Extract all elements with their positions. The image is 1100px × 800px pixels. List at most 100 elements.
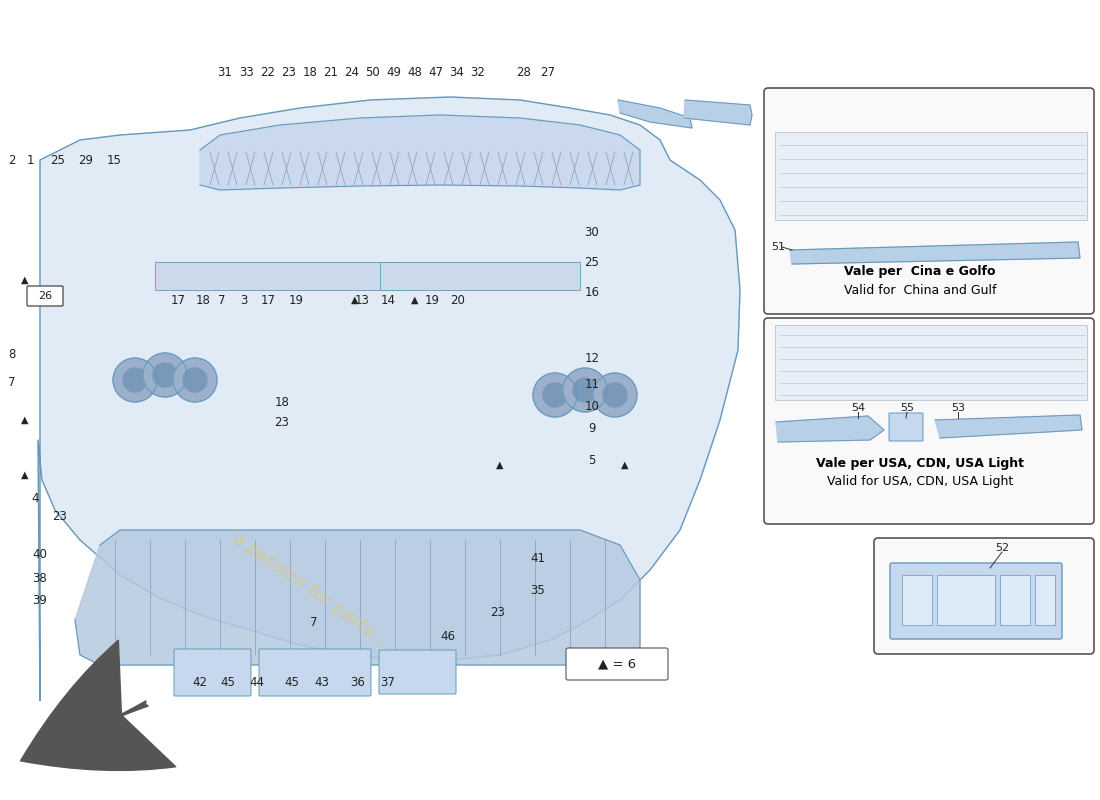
Text: 45: 45	[285, 675, 299, 689]
Text: 54: 54	[851, 403, 865, 413]
Text: 23: 23	[275, 415, 289, 429]
Text: 32: 32	[471, 66, 485, 78]
Circle shape	[173, 358, 217, 402]
Text: 50: 50	[365, 66, 381, 78]
Text: 33: 33	[240, 66, 254, 78]
Bar	[155, 262, 405, 290]
Polygon shape	[790, 242, 1080, 264]
Text: 11: 11	[584, 378, 600, 390]
Circle shape	[534, 373, 578, 417]
Text: ▲: ▲	[621, 460, 629, 470]
Text: 19: 19	[288, 294, 304, 306]
Text: 51: 51	[771, 242, 785, 252]
Text: 3: 3	[240, 294, 248, 306]
Text: ▲: ▲	[21, 275, 29, 285]
Text: 42: 42	[192, 675, 208, 689]
Text: 37: 37	[381, 675, 395, 689]
Bar	[1000, 575, 1030, 625]
FancyBboxPatch shape	[764, 88, 1094, 314]
Text: 16: 16	[584, 286, 600, 298]
FancyBboxPatch shape	[258, 649, 371, 696]
Text: 22: 22	[261, 66, 275, 78]
Text: 18: 18	[275, 395, 289, 409]
FancyBboxPatch shape	[566, 648, 668, 680]
FancyBboxPatch shape	[28, 286, 63, 306]
Text: 13: 13	[354, 294, 370, 306]
Text: 9: 9	[588, 422, 596, 434]
Circle shape	[143, 353, 187, 397]
Text: 45: 45	[221, 675, 235, 689]
Text: 26: 26	[37, 291, 52, 301]
Text: Valid for USA, CDN, USA Light: Valid for USA, CDN, USA Light	[827, 475, 1013, 489]
Text: 23: 23	[491, 606, 505, 618]
Text: 31: 31	[218, 66, 232, 78]
Text: 40: 40	[33, 547, 47, 561]
Circle shape	[183, 368, 207, 392]
FancyBboxPatch shape	[889, 413, 923, 441]
Bar	[379, 262, 580, 290]
Text: 2: 2	[9, 154, 15, 166]
Bar	[1035, 575, 1055, 625]
Polygon shape	[776, 416, 884, 442]
FancyBboxPatch shape	[890, 563, 1062, 639]
Text: 53: 53	[952, 403, 965, 413]
Text: 17: 17	[261, 294, 275, 306]
Bar	[776, 132, 1087, 220]
Text: 5: 5	[588, 454, 596, 466]
Text: 20: 20	[451, 294, 465, 306]
Text: 47: 47	[429, 66, 443, 78]
FancyBboxPatch shape	[174, 649, 251, 696]
Text: 27: 27	[540, 66, 556, 78]
Circle shape	[123, 368, 147, 392]
Text: 1: 1	[26, 154, 34, 166]
Text: 17: 17	[170, 294, 186, 306]
FancyBboxPatch shape	[764, 318, 1094, 524]
Text: 8: 8	[9, 347, 15, 361]
Text: Vale per  Cina e Golfo: Vale per Cina e Golfo	[845, 266, 996, 278]
Text: 12: 12	[584, 351, 600, 365]
Text: 14: 14	[381, 294, 396, 306]
Text: 21: 21	[323, 66, 339, 78]
Bar	[937, 575, 996, 625]
Text: 18: 18	[302, 66, 318, 78]
Text: 44: 44	[250, 675, 264, 689]
Text: 23: 23	[282, 66, 296, 78]
Text: 28: 28	[517, 66, 531, 78]
Polygon shape	[39, 97, 740, 700]
Text: ▲: ▲	[496, 460, 504, 470]
Text: 49: 49	[386, 66, 402, 78]
Polygon shape	[75, 530, 640, 665]
Text: ▲: ▲	[351, 295, 359, 305]
Text: 55: 55	[900, 403, 914, 413]
Circle shape	[573, 378, 597, 402]
Text: 52: 52	[994, 543, 1009, 553]
Text: ▲ = 6: ▲ = 6	[598, 658, 636, 670]
Bar	[902, 575, 932, 625]
Text: ▲: ▲	[21, 470, 29, 480]
Text: 23: 23	[53, 510, 67, 522]
Text: Valid for  China and Gulf: Valid for China and Gulf	[844, 283, 997, 297]
Text: 39: 39	[33, 594, 47, 606]
Text: Vale per USA, CDN, USA Light: Vale per USA, CDN, USA Light	[816, 458, 1024, 470]
FancyBboxPatch shape	[874, 538, 1094, 654]
Text: 48: 48	[408, 66, 422, 78]
Text: 36: 36	[351, 675, 365, 689]
Text: 34: 34	[450, 66, 464, 78]
Circle shape	[113, 358, 157, 402]
Text: ▲: ▲	[411, 295, 419, 305]
Text: 10: 10	[584, 399, 600, 413]
Text: 41: 41	[530, 551, 546, 565]
Text: 43: 43	[315, 675, 329, 689]
Text: 29: 29	[78, 154, 94, 166]
Text: 35: 35	[530, 583, 546, 597]
Text: ▲: ▲	[21, 415, 29, 425]
Polygon shape	[684, 100, 752, 125]
Text: 15: 15	[107, 154, 121, 166]
Text: a passion for parts...: a passion for parts...	[229, 530, 390, 650]
Text: 7: 7	[218, 294, 226, 306]
Polygon shape	[618, 100, 692, 128]
FancyBboxPatch shape	[379, 650, 456, 694]
Polygon shape	[200, 115, 640, 190]
Circle shape	[603, 383, 627, 407]
Circle shape	[593, 373, 637, 417]
